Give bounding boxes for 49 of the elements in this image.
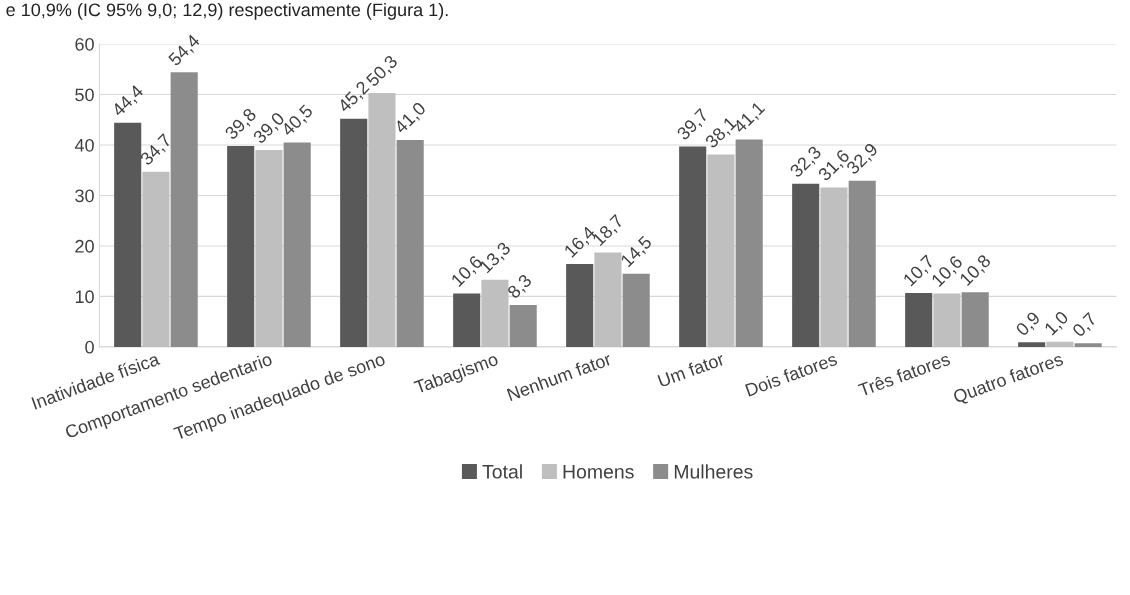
data-label: 8,3 bbox=[506, 273, 534, 301]
data-label: 0,9 bbox=[1015, 310, 1043, 339]
bar bbox=[142, 171, 170, 347]
bar bbox=[1018, 342, 1046, 347]
bar bbox=[707, 154, 735, 347]
x-tick-label: Um fator bbox=[657, 351, 726, 388]
bar bbox=[820, 187, 848, 347]
bar bbox=[368, 92, 396, 347]
bar bbox=[396, 139, 424, 347]
bar bbox=[848, 180, 876, 347]
bar bbox=[933, 293, 961, 347]
data-label: 44,4 bbox=[111, 84, 146, 119]
y-tick-label: 60 bbox=[75, 37, 94, 51]
y-tick-label: 30 bbox=[75, 189, 94, 203]
data-label: 41,0 bbox=[393, 101, 428, 136]
data-label: 1,0 bbox=[1043, 310, 1071, 338]
bar bbox=[792, 183, 820, 347]
y-tick-label: 10 bbox=[75, 290, 94, 304]
bar bbox=[170, 72, 198, 347]
bar bbox=[1074, 343, 1102, 347]
bar bbox=[735, 139, 763, 347]
bar bbox=[227, 145, 255, 347]
x-tick-label: Três fatores bbox=[857, 351, 951, 397]
bar bbox=[114, 122, 142, 347]
bar bbox=[340, 118, 368, 347]
legend-label: Mulheres bbox=[674, 464, 753, 479]
x-tick-label: Dois fatores bbox=[744, 351, 838, 397]
x-tick-label: Quatro fatores bbox=[952, 351, 1065, 407]
y-tick-label: 50 bbox=[75, 88, 94, 102]
bar bbox=[453, 293, 481, 347]
bar bbox=[509, 304, 537, 347]
legend-label: Homens bbox=[563, 465, 634, 479]
bar bbox=[481, 279, 509, 347]
legend-label: Total bbox=[482, 464, 522, 479]
bar bbox=[622, 273, 650, 347]
y-tick-label: 40 bbox=[74, 138, 94, 152]
bar bbox=[679, 146, 707, 347]
bar bbox=[566, 264, 594, 347]
bar bbox=[255, 150, 283, 347]
bar bbox=[961, 292, 989, 347]
data-label: 0,7 bbox=[1071, 311, 1099, 340]
text: e 10,9% (IC 95% 9,0; 12,9) respectivamente (Figura 1). bbox=[6, 2, 448, 20]
bar bbox=[905, 292, 933, 347]
bar bbox=[1046, 341, 1074, 347]
y-tick-label: 20 bbox=[75, 239, 94, 253]
data-label: 54,4 bbox=[167, 33, 203, 68]
bar bbox=[594, 252, 622, 347]
bar bbox=[283, 142, 311, 347]
y-tick-label: 0 bbox=[85, 340, 94, 354]
